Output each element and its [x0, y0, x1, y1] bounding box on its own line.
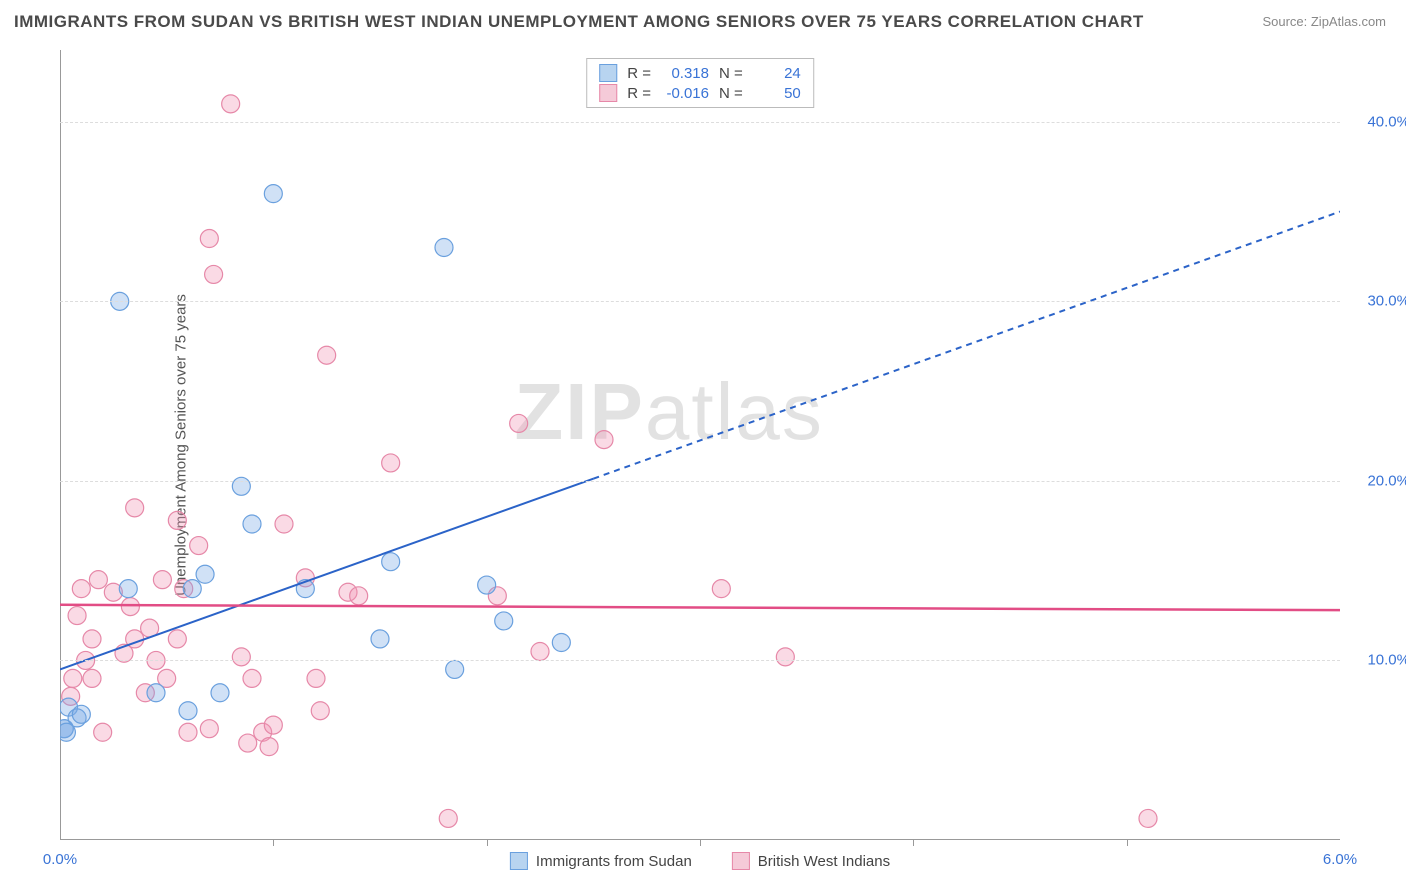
legend-n-label: N = — [719, 65, 743, 82]
scatter-point — [200, 720, 218, 738]
swatch-pink — [599, 84, 617, 102]
scatter-point — [179, 723, 197, 741]
scatter-point — [439, 809, 457, 827]
scatter-point — [119, 580, 137, 598]
scatter-point — [89, 571, 107, 589]
scatter-point — [264, 716, 282, 734]
x-tick-mark — [913, 840, 914, 846]
scatter-point — [776, 648, 794, 666]
y-tick-label: 20.0% — [1350, 472, 1406, 489]
scatter-point — [552, 634, 570, 652]
legend-series: Immigrants from Sudan British West India… — [510, 852, 890, 870]
scatter-point — [126, 499, 144, 517]
swatch-blue — [510, 852, 528, 870]
scatter-point — [311, 702, 329, 720]
gridline-h — [60, 301, 1340, 302]
scatter-point — [94, 723, 112, 741]
scatter-point — [168, 511, 186, 529]
x-tick-label: 6.0% — [1323, 851, 1357, 868]
scatter-point — [211, 684, 229, 702]
scatter-point — [64, 669, 82, 687]
x-tick-mark — [273, 840, 274, 846]
scatter-point — [264, 185, 282, 203]
gridline-h — [60, 122, 1340, 123]
scatter-point — [205, 265, 223, 283]
scatter-point — [222, 95, 240, 113]
gridline-h — [60, 660, 1340, 661]
scatter-point — [1139, 809, 1157, 827]
scatter-point — [183, 580, 201, 598]
scatter-point — [595, 431, 613, 449]
scatter-point — [478, 576, 496, 594]
legend-n-pink: 50 — [753, 85, 801, 102]
scatter-point — [72, 580, 90, 598]
scatter-point — [68, 607, 86, 625]
scatter-point — [495, 612, 513, 630]
scatter-point — [435, 239, 453, 257]
scatter-point — [121, 598, 139, 616]
scatter-point — [60, 723, 75, 741]
scatter-point — [243, 515, 261, 533]
scatter-point — [168, 630, 186, 648]
trend-line-dashed — [593, 212, 1340, 479]
x-tick-mark — [1127, 840, 1128, 846]
legend-row-blue: R = 0.318 N = 24 — [599, 63, 801, 83]
scatter-point — [531, 642, 549, 660]
scatter-point — [712, 580, 730, 598]
scatter-point — [83, 630, 101, 648]
scatter-point — [371, 630, 389, 648]
scatter-point — [260, 738, 278, 756]
legend-label-blue: Immigrants from Sudan — [536, 853, 692, 870]
swatch-pink — [732, 852, 750, 870]
legend-r-blue: 0.318 — [661, 65, 709, 82]
legend-r-label: R = — [627, 65, 651, 82]
scatter-point — [239, 734, 257, 752]
chart-title: IMMIGRANTS FROM SUDAN VS BRITISH WEST IN… — [14, 12, 1144, 32]
scatter-point — [179, 702, 197, 720]
legend-item-blue: Immigrants from Sudan — [510, 852, 692, 870]
scatter-point — [382, 553, 400, 571]
scatter-point — [510, 414, 528, 432]
plot-area: Unemployment Among Seniors over 75 years… — [60, 50, 1340, 840]
legend-row-pink: R = -0.016 N = 50 — [599, 83, 801, 103]
scatter-point — [382, 454, 400, 472]
legend-label-pink: British West Indians — [758, 853, 890, 870]
scatter-point — [243, 669, 261, 687]
legend-n-label: N = — [719, 85, 743, 102]
scatter-chart-svg — [60, 50, 1340, 840]
x-tick-label: 0.0% — [43, 851, 77, 868]
y-tick-label: 10.0% — [1350, 652, 1406, 669]
trend-line — [60, 605, 1340, 610]
y-tick-label: 40.0% — [1350, 113, 1406, 130]
y-tick-label: 30.0% — [1350, 293, 1406, 310]
scatter-point — [153, 571, 171, 589]
scatter-point — [446, 660, 464, 678]
x-tick-mark — [487, 840, 488, 846]
scatter-point — [232, 648, 250, 666]
scatter-point — [190, 537, 208, 555]
scatter-point — [307, 669, 325, 687]
scatter-point — [83, 669, 101, 687]
scatter-point — [72, 705, 90, 723]
gridline-h — [60, 481, 1340, 482]
legend-item-pink: British West Indians — [732, 852, 890, 870]
legend-n-blue: 24 — [753, 65, 801, 82]
legend-r-label: R = — [627, 85, 651, 102]
legend-r-pink: -0.016 — [661, 85, 709, 102]
scatter-point — [275, 515, 293, 533]
scatter-point — [147, 684, 165, 702]
scatter-point — [350, 587, 368, 605]
scatter-point — [200, 230, 218, 248]
swatch-blue — [599, 64, 617, 82]
legend-correlation: R = 0.318 N = 24 R = -0.016 N = 50 — [586, 58, 814, 108]
x-tick-mark — [700, 840, 701, 846]
scatter-point — [196, 565, 214, 583]
source-attribution: Source: ZipAtlas.com — [1262, 14, 1386, 29]
scatter-point — [318, 346, 336, 364]
